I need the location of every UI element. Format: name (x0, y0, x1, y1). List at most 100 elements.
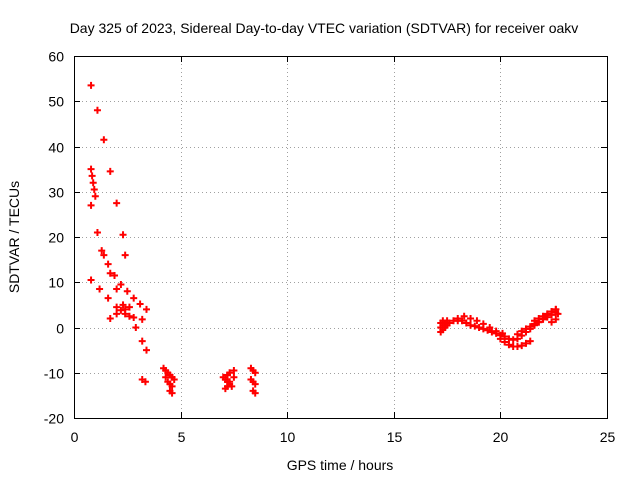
data-point (98, 247, 106, 255)
data-point (132, 324, 140, 331)
y-tick-label: 30 (48, 185, 64, 201)
series-arc-22h (531, 305, 562, 326)
data-point (539, 312, 547, 320)
grid (74, 56, 607, 418)
data-point (125, 312, 133, 320)
data-point (125, 303, 133, 311)
data-point (492, 327, 500, 335)
data-point (445, 319, 453, 327)
data-points (87, 81, 562, 397)
x-tick-label: 25 (600, 429, 616, 445)
data-point (106, 269, 114, 277)
data-point (251, 380, 259, 388)
series-arc-1 (87, 81, 129, 259)
data-point (130, 294, 138, 302)
data-point (226, 378, 234, 386)
data-point (526, 323, 534, 331)
data-point (121, 305, 129, 313)
chart-title: Day 325 of 2023, Sidereal Day-to-day VTE… (70, 20, 579, 36)
series-arc-18h (445, 305, 560, 344)
data-point (467, 314, 475, 322)
data-point (505, 341, 513, 349)
data-point (170, 376, 178, 384)
data-point (522, 325, 530, 333)
data-point (548, 318, 556, 326)
y-tick-label: -20 (44, 411, 64, 427)
data-point (141, 378, 149, 386)
data-point (548, 308, 556, 316)
data-point (136, 300, 144, 308)
data-point (552, 315, 560, 323)
series-cluster-4.5h (160, 364, 178, 397)
data-point (87, 165, 95, 173)
data-point (499, 329, 507, 337)
data-point (518, 342, 526, 350)
data-point (88, 172, 96, 180)
series-arc-2 (87, 165, 99, 200)
data-point (251, 369, 259, 377)
data-point (121, 251, 129, 259)
data-point (138, 315, 146, 323)
x-tick-label: 15 (387, 429, 403, 445)
data-point (162, 373, 170, 381)
x-tick-label: 0 (71, 429, 79, 445)
data-point (100, 136, 108, 144)
y-tick-label: -10 (44, 366, 64, 382)
data-point (93, 228, 101, 236)
data-point (543, 310, 551, 318)
data-point (104, 260, 112, 268)
series-cluster-8.4h (247, 364, 259, 397)
data-point (554, 310, 562, 318)
data-point (113, 285, 121, 293)
y-axis-label: SDTVAR / TECUs (6, 181, 22, 293)
data-point (230, 366, 238, 374)
data-point (117, 281, 125, 289)
data-point (224, 382, 232, 390)
data-point (458, 317, 466, 325)
data-point (518, 327, 526, 335)
series-cluster-7h (219, 366, 238, 393)
data-point (531, 317, 539, 325)
data-point (230, 373, 238, 381)
data-point (113, 303, 121, 311)
series-cluster-3h (138, 376, 149, 386)
y-tick-label: 10 (48, 275, 64, 291)
data-point (96, 285, 104, 293)
x-axis-label: GPS time / hours (287, 457, 394, 473)
series-arc-5 (87, 276, 146, 323)
axis-ticks (74, 56, 608, 419)
data-point (142, 346, 150, 354)
data-point (475, 324, 483, 331)
data-point (113, 310, 121, 318)
data-point (104, 294, 112, 302)
data-point (486, 324, 494, 331)
y-tick-label: 60 (48, 49, 64, 65)
series-arc-4 (98, 247, 150, 313)
x-tick-label: 10 (280, 429, 296, 445)
data-point (87, 276, 95, 284)
data-point (513, 330, 521, 338)
data-point (130, 314, 138, 322)
data-point (119, 301, 127, 309)
data-point (106, 314, 114, 322)
x-tick-label: 5 (178, 429, 186, 445)
data-point (471, 322, 479, 330)
data-point (462, 319, 470, 327)
data-point (113, 199, 121, 207)
data-point (91, 192, 99, 200)
y-tick-label: 50 (48, 94, 64, 110)
series-arc-6 (106, 303, 133, 322)
data-point (251, 389, 259, 397)
series-arc-20h (496, 335, 534, 351)
data-point (138, 337, 146, 345)
data-point (123, 287, 131, 295)
data-point (87, 201, 95, 209)
data-point (552, 305, 560, 313)
data-point (473, 317, 481, 325)
data-point (142, 305, 150, 313)
data-point (501, 338, 509, 346)
data-point (89, 179, 97, 187)
x-axis-tick-labels: 0 5 10 15 20 25 (71, 429, 616, 445)
x-tick-label: 20 (493, 429, 509, 445)
